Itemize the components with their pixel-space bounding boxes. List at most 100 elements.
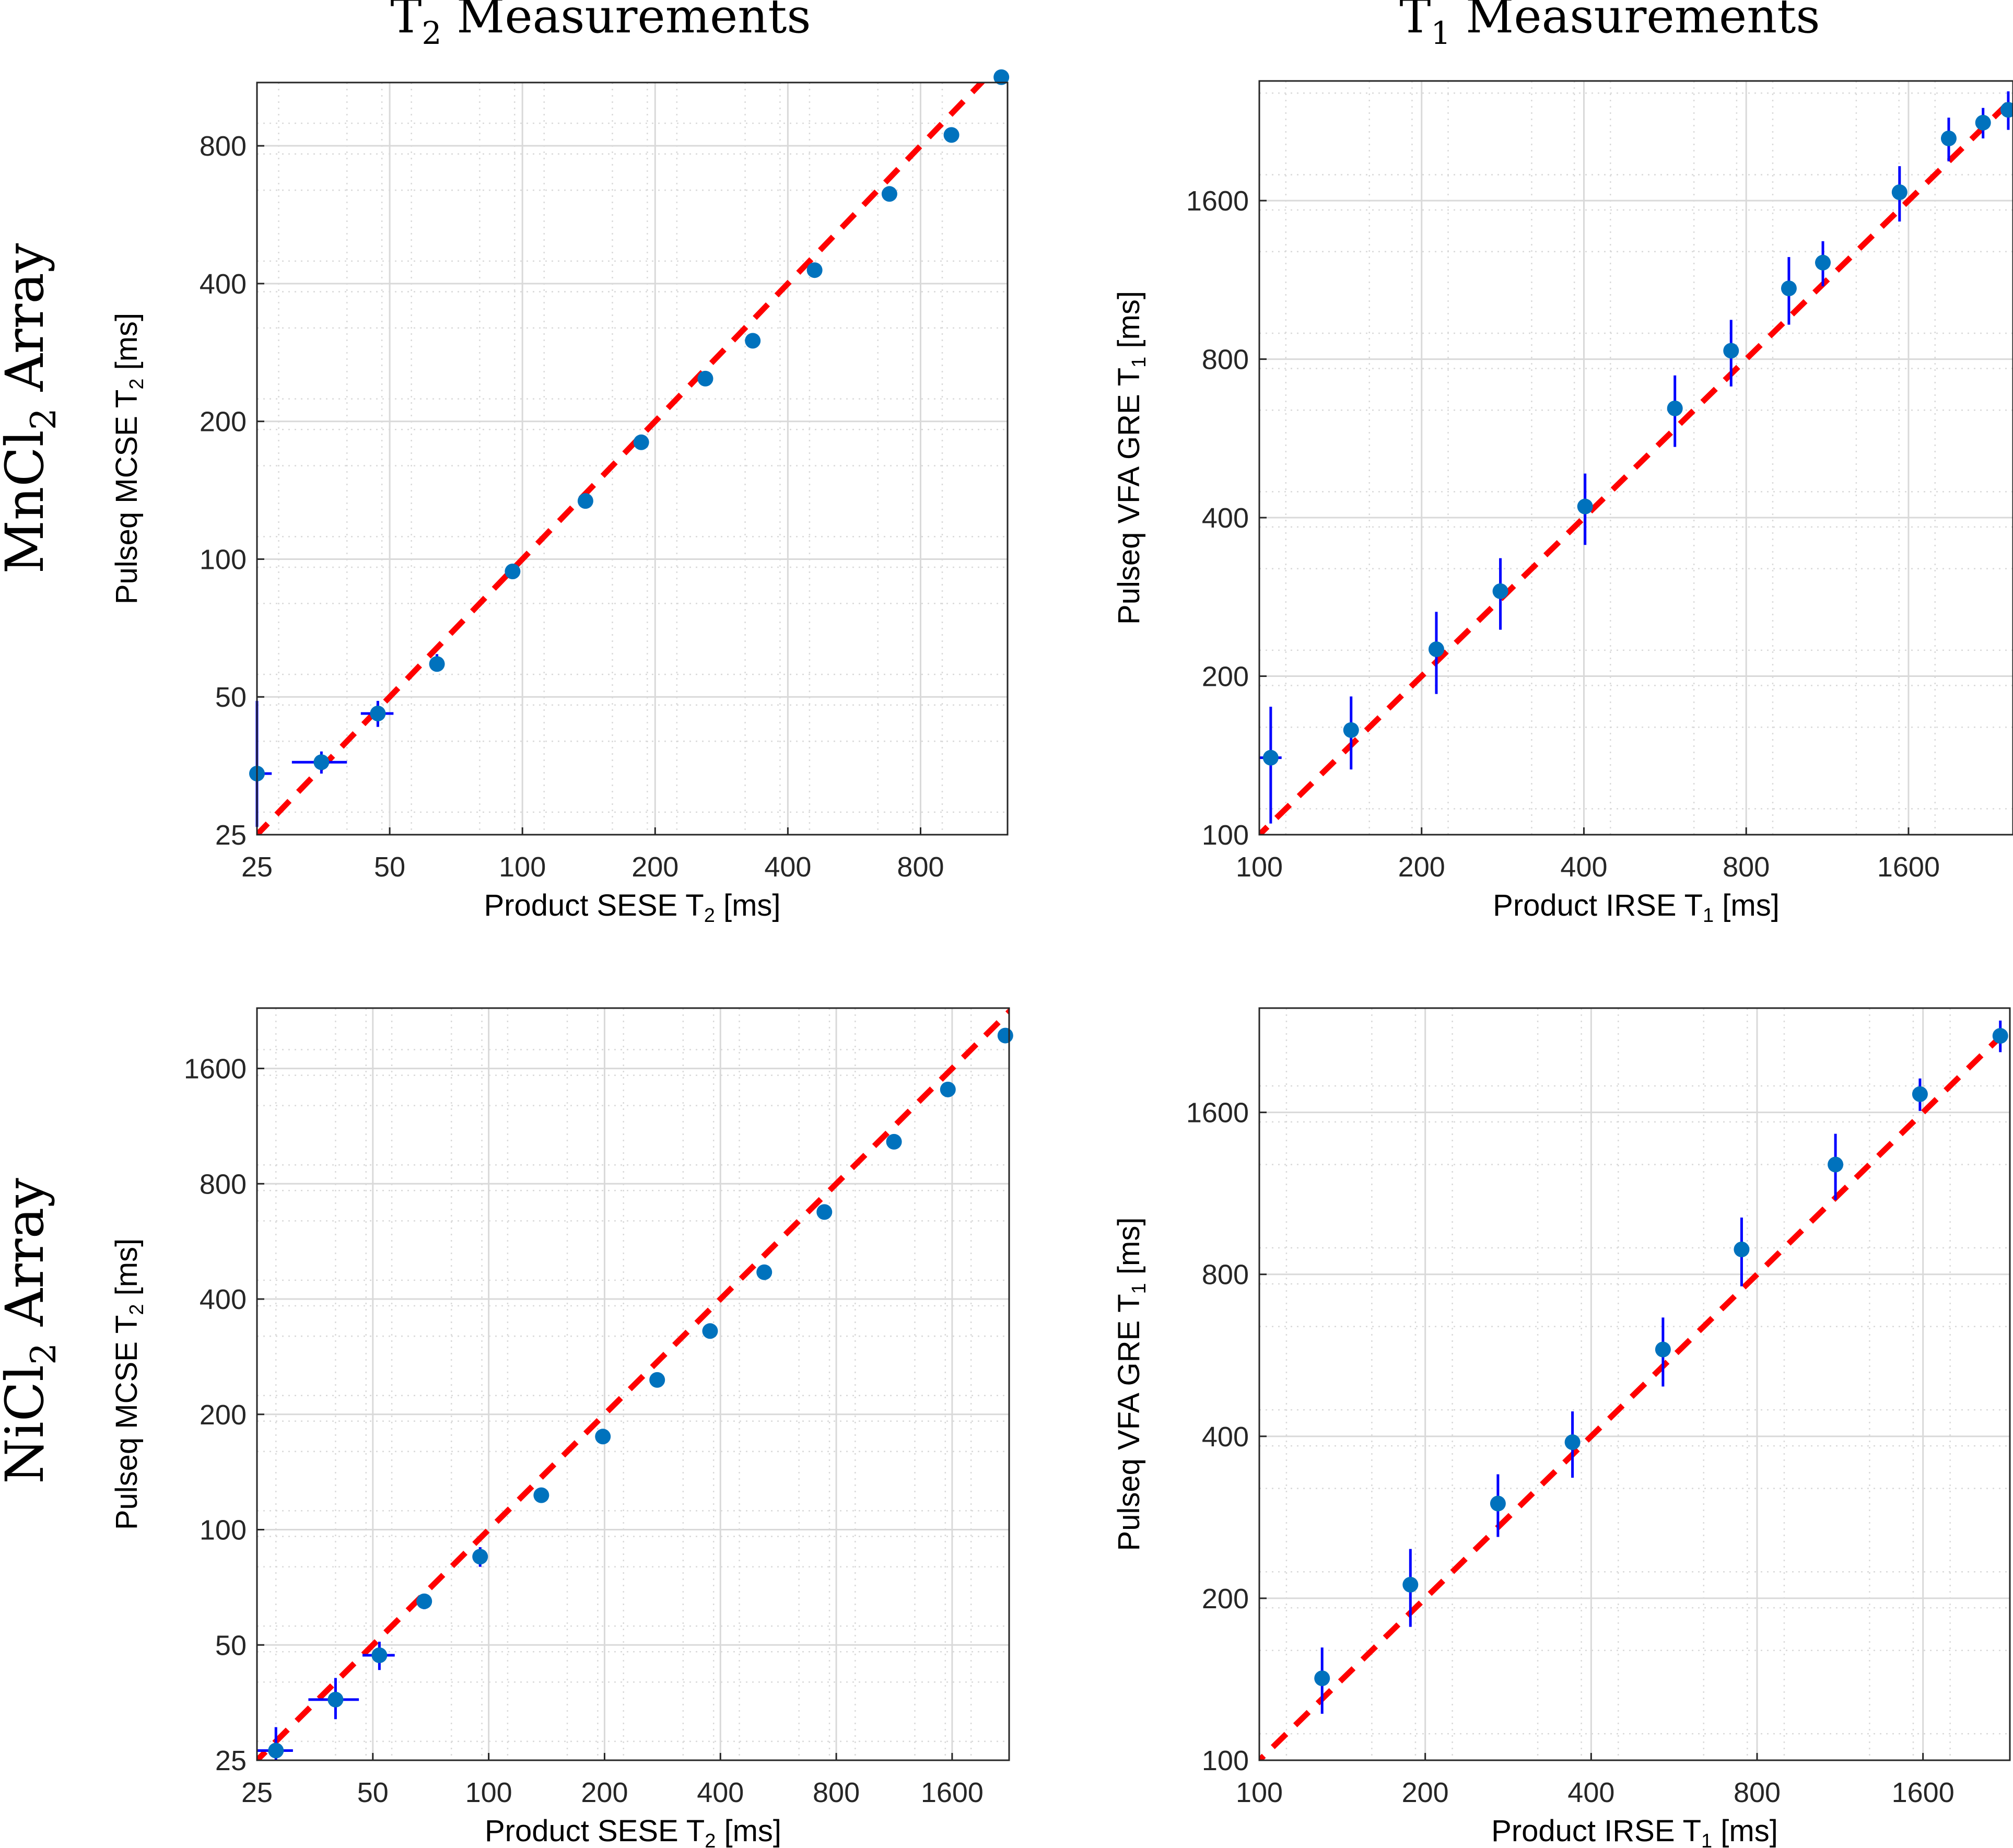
data-point [997, 1027, 1013, 1044]
y-tick-label: 400 [200, 1284, 247, 1315]
column-title-t2-sub: 2 [422, 15, 441, 52]
identity-line [257, 83, 986, 835]
x-tick-label: 400 [764, 851, 811, 883]
x-axis-label-sub: 1 [1701, 1830, 1712, 1848]
data-point-group [756, 1264, 773, 1280]
column-title-t2-main: T [390, 0, 422, 44]
data-point-group [257, 1727, 293, 1760]
data-point [313, 754, 330, 770]
data-point-group [1891, 166, 1907, 222]
x-axis-label-rest: [ms] [1712, 1814, 1778, 1848]
data-point [1655, 1341, 1671, 1358]
data-point-group [360, 700, 394, 727]
plot-nicl2-t2: 25 50 100 200 400 800 1600 25 50 100 200 400 800 1600… [110, 1007, 1013, 1848]
data-point [1492, 583, 1508, 599]
axes-frame [256, 81, 1009, 836]
data-point [940, 1081, 956, 1097]
data-point-group [943, 127, 959, 143]
axes-frame [256, 1007, 1010, 1761]
x-axis-label: Product SESE T2 [ms] [485, 1814, 781, 1848]
y-axis-label-sub: 2 [126, 1304, 148, 1315]
x-axis-label: Product IRSE T1 [ms] [1493, 888, 1780, 927]
data-point [697, 370, 713, 387]
data-point-group [362, 1641, 395, 1670]
x-axis-label-main: Product IRSE T [1491, 1814, 1701, 1848]
y-axis-label-main: Pulseq VFA GRE T [1112, 1294, 1146, 1551]
column-title-t1: T1 Measurements [1399, 0, 1820, 52]
data-point-group [1490, 1474, 1506, 1537]
data-point-group [649, 1372, 665, 1388]
data-point-group [472, 1547, 488, 1567]
plot-mncl2-t1: 100 200 400 800 1600 100 200 400 800 1600 Product … [1112, 80, 2013, 927]
row-title-nicl2-rest: Array [0, 1178, 55, 1343]
y-tick-label: 200 [200, 406, 247, 438]
data-point-group [1912, 1078, 1928, 1111]
x-axis-label-sub: 1 [1703, 905, 1714, 927]
y-axis-label-rest: [ms] [1112, 291, 1146, 357]
data-point-group [1564, 1411, 1581, 1478]
column-title-t1-rest: Measurements [1451, 0, 1820, 44]
x-tick-label: 200 [581, 1777, 628, 1808]
data-point [649, 1372, 665, 1388]
x-tick-label: 800 [813, 1777, 860, 1808]
y-axis-label-sub: 1 [1128, 357, 1150, 368]
y-tick-label: 400 [1202, 1421, 1249, 1453]
data-point [370, 705, 386, 721]
data-point [1343, 722, 1359, 738]
data-point [1723, 343, 1739, 359]
y-tick-label: 25 [215, 820, 247, 851]
data-point-group [1428, 612, 1444, 694]
row-title-mncl2-main: MnCl [0, 430, 55, 574]
y-axis-label-sub: 2 [126, 379, 148, 390]
data-point [745, 333, 761, 349]
column-title-t1-main: T [1399, 0, 1431, 44]
data-point-group [1815, 241, 1831, 287]
x-tick-label: 1600 [1892, 1777, 1955, 1808]
column-title-t2: T2 Measurements [390, 0, 811, 52]
data-point [416, 1593, 432, 1609]
data-point-group [806, 262, 823, 278]
data-point [1734, 1242, 1750, 1258]
data-point-group [1259, 706, 1282, 824]
y-tick-label: 100 [1202, 1745, 1249, 1776]
data-point-group [2000, 91, 2013, 130]
data-point [505, 564, 521, 580]
data-point [1564, 1434, 1581, 1451]
plot-mncl2-t2: 25 50 100 200 400 800 25 50 100 200 400 800 Product … [110, 69, 1010, 927]
y-axis-label: Pulseq MCSE T2 [ms] [110, 313, 148, 604]
row-title-mncl2-rest: Array [0, 243, 55, 408]
plot-area [1259, 81, 2013, 835]
data-point [702, 1323, 718, 1339]
y-tick-label: 1600 [1186, 1097, 1249, 1129]
axes-frame [1258, 80, 2013, 836]
x-tick-label: 1600 [1877, 851, 1940, 883]
data-point-group [505, 564, 521, 580]
y-axis-label: Pulseq MCSE T2 [ms] [110, 1238, 148, 1530]
data-point-group [1667, 375, 1683, 447]
y-tick-label: 200 [1202, 661, 1249, 693]
data-point-group [533, 1487, 549, 1503]
x-tick-label: 25 [241, 1777, 273, 1808]
data-point-group [1314, 1647, 1330, 1714]
data-point [429, 656, 445, 672]
x-tick-label: 800 [1734, 1777, 1781, 1808]
x-tick-label: 200 [1402, 1777, 1449, 1808]
y-tick-label: 100 [200, 1515, 247, 1546]
data-point-group [940, 1081, 956, 1097]
y-tick-label: 200 [200, 1399, 247, 1431]
identity-line [1259, 95, 2013, 835]
data-point [2000, 102, 2013, 118]
data-point [1428, 641, 1444, 657]
column-title-t2-rest: Measurements [442, 0, 811, 44]
data-point-group [1723, 320, 1739, 387]
row-title-mncl2: MnCl2 Array [0, 243, 64, 574]
x-axis-label: Product IRSE T1 [ms] [1491, 1814, 1778, 1848]
x-axis-label-main: Product IRSE T [1493, 888, 1703, 922]
data-point [577, 493, 593, 509]
data-point [533, 1487, 549, 1503]
data-point-group [702, 1323, 718, 1339]
data-point-group [697, 370, 713, 387]
x-tick-label: 800 [1723, 851, 1770, 883]
y-axis-label-main: Pulseq MCSE T [110, 390, 144, 605]
